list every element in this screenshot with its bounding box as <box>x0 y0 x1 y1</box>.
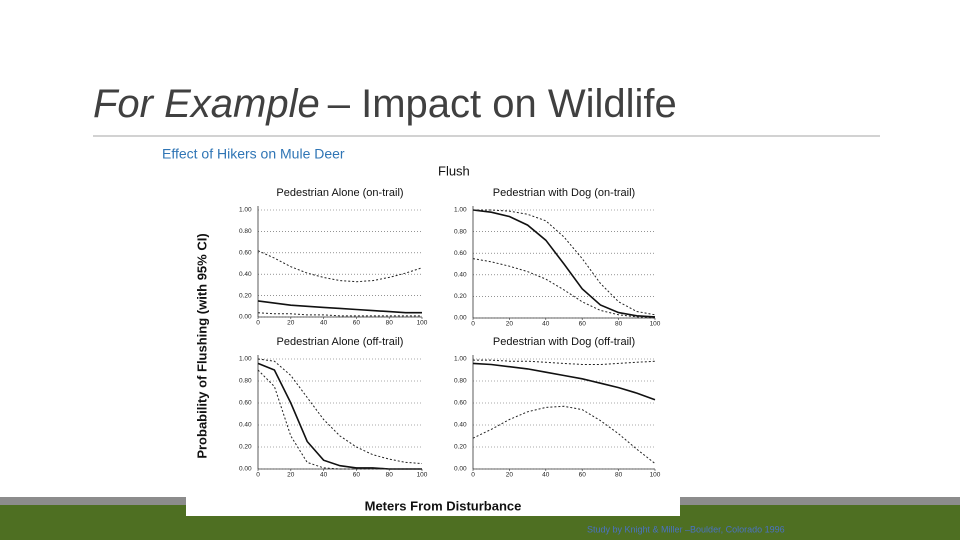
y-tick-label: 0.40 <box>454 272 467 279</box>
y-tick-label: 1.00 <box>454 207 467 214</box>
y-tick-label: 0.20 <box>454 293 467 300</box>
x-tick-label: 60 <box>353 472 361 479</box>
y-tick-label: 0.00 <box>239 466 252 473</box>
y-tick-label: 0.40 <box>239 422 252 429</box>
y-tick-label: 0.20 <box>239 292 252 299</box>
y-tick-label: 0.40 <box>454 422 467 429</box>
y-tick-label: 0.20 <box>239 444 252 451</box>
y-tick-label: 0.80 <box>239 378 252 385</box>
y-tick-label: 1.00 <box>454 356 467 363</box>
footer-note: Study by Knight & Miller –Boulder, Color… <box>587 524 785 534</box>
x-tick-label: 40 <box>320 472 328 479</box>
y-tick-label: 0.00 <box>239 314 252 321</box>
x-tick-label: 80 <box>615 472 623 479</box>
x-tick-label: 60 <box>353 320 361 327</box>
y-tick-label: 1.00 <box>239 207 252 214</box>
x-tick-label: 100 <box>417 320 428 327</box>
figure-heading: Flush <box>438 163 470 178</box>
y-tick-label: 0.80 <box>454 378 467 385</box>
x-tick-label: 20 <box>287 472 295 479</box>
panel-title: Pedestrian with Dog (off-trail) <box>493 336 635 348</box>
panel-title: Pedestrian with Dog (on-trail) <box>493 187 635 199</box>
x-tick-label: 80 <box>386 320 394 327</box>
x-tick-label: 40 <box>542 472 550 479</box>
x-tick-label: 100 <box>650 321 661 328</box>
line-series <box>472 405 656 464</box>
x-tick-label: 40 <box>320 320 328 327</box>
line-series <box>257 362 422 470</box>
x-tick-label: 0 <box>256 320 260 327</box>
y-axis-label: Probability of Flushing (with 95% CI) <box>194 233 209 458</box>
x-tick-label: 0 <box>471 321 475 328</box>
y-tick-label: 0.80 <box>239 228 252 235</box>
line-series <box>257 312 422 317</box>
y-tick-label: 0.00 <box>454 315 467 322</box>
line-series <box>472 362 656 401</box>
x-tick-label: 100 <box>417 472 428 479</box>
x-tick-label: 20 <box>287 320 295 327</box>
y-tick-label: 0.60 <box>239 400 252 407</box>
x-tick-label: 20 <box>506 321 514 328</box>
x-tick-label: 80 <box>386 472 394 479</box>
slide-title: For Example – Impact on Wildlife <box>93 82 677 126</box>
x-axis-label: Meters From Disturbance <box>365 498 522 513</box>
line-series <box>257 300 422 314</box>
x-tick-label: 40 <box>542 321 550 328</box>
title-emphasis: For Example <box>93 82 320 126</box>
line-series <box>472 258 656 319</box>
x-tick-label: 80 <box>615 321 623 328</box>
line-series <box>257 369 422 470</box>
y-tick-label: 0.60 <box>454 400 467 407</box>
figure-area <box>186 162 680 516</box>
line-series <box>257 358 423 464</box>
line-series <box>472 209 656 318</box>
subtitle: Effect of Hikers on Mule Deer <box>162 146 345 162</box>
y-tick-label: 0.00 <box>454 466 467 473</box>
y-tick-label: 0.40 <box>239 271 252 278</box>
panel-title: Pedestrian Alone (off-trail) <box>277 336 404 348</box>
x-tick-label: 100 <box>650 472 661 479</box>
x-tick-label: 0 <box>256 472 260 479</box>
x-tick-label: 0 <box>471 472 475 479</box>
y-tick-label: 1.00 <box>239 356 252 363</box>
panel-title: Pedestrian Alone (on-trail) <box>276 187 403 199</box>
y-tick-label: 0.80 <box>454 228 467 235</box>
x-tick-label: 60 <box>579 472 587 479</box>
y-tick-label: 0.20 <box>454 444 467 451</box>
y-tick-label: 0.60 <box>239 250 252 257</box>
y-tick-label: 0.60 <box>454 250 467 257</box>
title-rest: – Impact on Wildlife <box>328 82 677 126</box>
x-tick-label: 20 <box>506 472 514 479</box>
x-tick-label: 60 <box>579 321 587 328</box>
